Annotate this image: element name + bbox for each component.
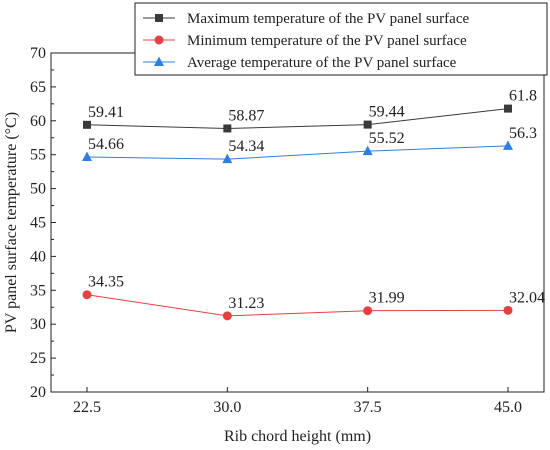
- legend-entry-label: Average temperature of the PV panel surf…: [187, 55, 457, 71]
- data-point: [503, 140, 513, 150]
- y-tick-label: 50: [30, 181, 46, 198]
- legend-entry-label: Minimum temperature of the PV panel surf…: [187, 33, 467, 49]
- data-label: 31.23: [228, 295, 264, 312]
- x-tick-label: 30.0: [213, 399, 241, 416]
- series-line: [86, 108, 509, 129]
- data-labels: 59.41 58.87 59.44 61.8 34.35 31.23 31.99 32.04 5…: [88, 88, 545, 312]
- data-point: [82, 290, 92, 300]
- legend: Maximum temperature of the PV panel surf…: [134, 2, 548, 76]
- data-label: 54.34: [228, 138, 264, 155]
- data-point: [222, 153, 233, 164]
- data-label: 34.35: [88, 274, 124, 291]
- x-axis-title: Rib chord height (mm): [224, 428, 371, 445]
- data-point: [503, 305, 513, 315]
- legend-box: [134, 2, 548, 76]
- axes: 20 25 30 35 40 45 50 55 60 65 70 22.5 30.0 37.5 45.0: [30, 45, 545, 416]
- data-label: 58.87: [228, 107, 264, 124]
- series-line: [86, 294, 509, 317]
- y-tick-label: 65: [30, 79, 46, 96]
- data-point: [223, 124, 232, 133]
- y-tick-label: 35: [30, 282, 46, 299]
- y-tick-label: 40: [30, 248, 46, 265]
- data-label: 55.52: [369, 130, 405, 147]
- plot-frame: [50, 52, 545, 393]
- data-point: [83, 120, 91, 129]
- y-tick-label: 70: [30, 45, 46, 62]
- data-label: 59.41: [88, 104, 124, 121]
- data-label: 32.04: [509, 289, 545, 306]
- data-point: [82, 151, 92, 162]
- data-label: 59.44: [369, 104, 405, 121]
- data-point: [362, 145, 373, 156]
- y-tick-label: 20: [30, 384, 46, 401]
- series-layer: [82, 104, 513, 321]
- legend-marker: [154, 35, 164, 45]
- legend-marker: [154, 56, 164, 66]
- y-axis-title: PV panel surface temperature (°C): [3, 112, 20, 333]
- series-triangle: [82, 140, 513, 164]
- data-label: 56.3: [509, 125, 537, 142]
- series-line: [86, 145, 509, 160]
- y-tick-label: 45: [30, 215, 46, 232]
- data-point: [222, 311, 232, 321]
- series-circle: [82, 290, 513, 321]
- legend-entry-label: Maximum temperature of the PV panel surf…: [187, 11, 469, 27]
- y-tick-label: 55: [30, 147, 46, 164]
- data-label: 31.99: [369, 290, 405, 307]
- x-tick-label: 37.5: [354, 399, 382, 416]
- data-point: [504, 104, 512, 113]
- data-point: [363, 120, 372, 129]
- y-tick-label: 25: [30, 350, 46, 367]
- y-tick-label: 30: [30, 316, 46, 333]
- data-label: 61.8: [509, 88, 537, 105]
- data-label: 54.66: [88, 136, 124, 153]
- data-point: [363, 306, 373, 316]
- y-tick-label: 60: [30, 113, 46, 130]
- legend-marker: [155, 14, 163, 22]
- series-square: [83, 104, 512, 133]
- x-tick-label: 45.0: [494, 399, 522, 416]
- x-tick-label: 22.5: [73, 399, 101, 416]
